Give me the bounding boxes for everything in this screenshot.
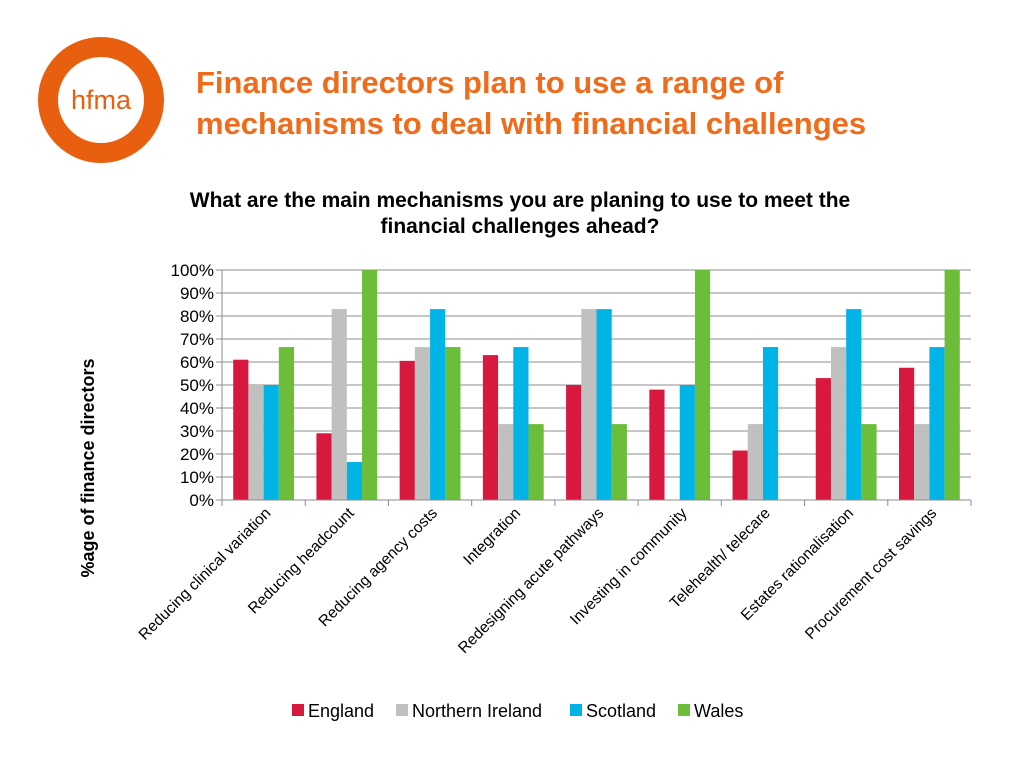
- bar-england: [815, 378, 831, 500]
- headline-line-1: Finance directors plan to use a range of: [196, 65, 784, 100]
- x-tick-label: Redesigning acute pathways: [455, 505, 607, 657]
- x-tick-label: Procurement cost savings: [802, 505, 940, 643]
- bar-scotland: [596, 309, 612, 500]
- bar-wales: [278, 347, 295, 500]
- bar-wales: [528, 424, 544, 500]
- headline-line-2: mechanisms to deal with financial challe…: [196, 106, 867, 141]
- bar-scotland: [513, 347, 529, 500]
- bar-scotland: [846, 309, 862, 500]
- y-tick-label: 80%: [180, 307, 214, 326]
- chart-title-line-1: What are the main mechanisms you are pla…: [189, 189, 851, 212]
- legend-swatch: [570, 704, 582, 716]
- y-tick-label: 20%: [180, 445, 214, 464]
- legend-swatch: [396, 704, 408, 716]
- bars: [233, 270, 960, 500]
- bar-wales: [694, 270, 711, 500]
- legend-swatch: [678, 704, 690, 716]
- bar-wales: [362, 270, 378, 500]
- bar-wales: [944, 270, 960, 500]
- y-tick-label: 90%: [180, 284, 214, 303]
- x-tick-label: Integration: [460, 505, 524, 569]
- bar-scotland: [929, 347, 945, 500]
- bar-england: [566, 385, 582, 500]
- y-axis-label: %age of finance directors: [78, 358, 98, 577]
- bar-wales: [445, 347, 461, 500]
- bar-england: [732, 450, 748, 500]
- y-tick-label: 70%: [180, 330, 214, 349]
- bar-england: [482, 355, 499, 500]
- y-tick-label: 100%: [171, 261, 214, 280]
- y-tick-labels: 0% 10% 20% 30% 40% 50% 60% 70% 80% 90% 100%: [171, 261, 214, 510]
- chart-title: What are the main mechanisms you are pla…: [100, 188, 940, 240]
- bar-northern-ireland: [830, 347, 847, 500]
- bar-northern-ireland: [414, 347, 431, 500]
- bar-northern-ireland: [914, 424, 930, 500]
- legend-label: Scotland: [586, 701, 656, 721]
- bar-northern-ireland: [498, 424, 514, 500]
- bar-england: [649, 389, 665, 500]
- bar-northern-ireland: [747, 424, 763, 500]
- legend-swatch: [292, 704, 304, 716]
- hfma-logo: hfma: [38, 37, 164, 163]
- bar-england: [898, 367, 915, 500]
- y-tick-label: 40%: [180, 399, 214, 418]
- y-tick-label: 30%: [180, 422, 214, 441]
- bar-northern-ireland: [248, 385, 264, 500]
- bar-scotland: [263, 385, 279, 500]
- chart-title-line-2: financial challenges ahead?: [380, 215, 660, 238]
- bar-england: [316, 433, 332, 500]
- bar-wales: [861, 424, 877, 500]
- y-tick-label: 10%: [180, 468, 214, 487]
- page-headline: Finance directors plan to use a range of…: [196, 62, 996, 144]
- bar-scotland: [346, 462, 363, 500]
- bar-scotland: [679, 385, 695, 500]
- bar-england: [233, 359, 249, 500]
- bar-northern-ireland: [581, 309, 597, 500]
- axes: [216, 269, 972, 506]
- y-tick-label: 50%: [180, 376, 214, 395]
- logo-text: hfma: [71, 85, 132, 115]
- legend: England Northern Ireland Scotland Wales: [292, 701, 743, 721]
- bar-scotland: [762, 347, 779, 500]
- x-tick-label: Reducing clinical variation: [136, 505, 275, 644]
- legend-label: Northern Ireland: [412, 701, 542, 721]
- bar-wales: [611, 424, 627, 500]
- y-tick-label: 60%: [180, 353, 214, 372]
- legend-label: Wales: [694, 701, 743, 721]
- legend-label: England: [308, 701, 374, 721]
- bar-scotland: [430, 309, 446, 500]
- y-tick-label: 0%: [189, 491, 214, 510]
- bar-northern-ireland: [331, 309, 347, 500]
- logo-ring: [38, 37, 164, 163]
- bar-england: [399, 360, 415, 500]
